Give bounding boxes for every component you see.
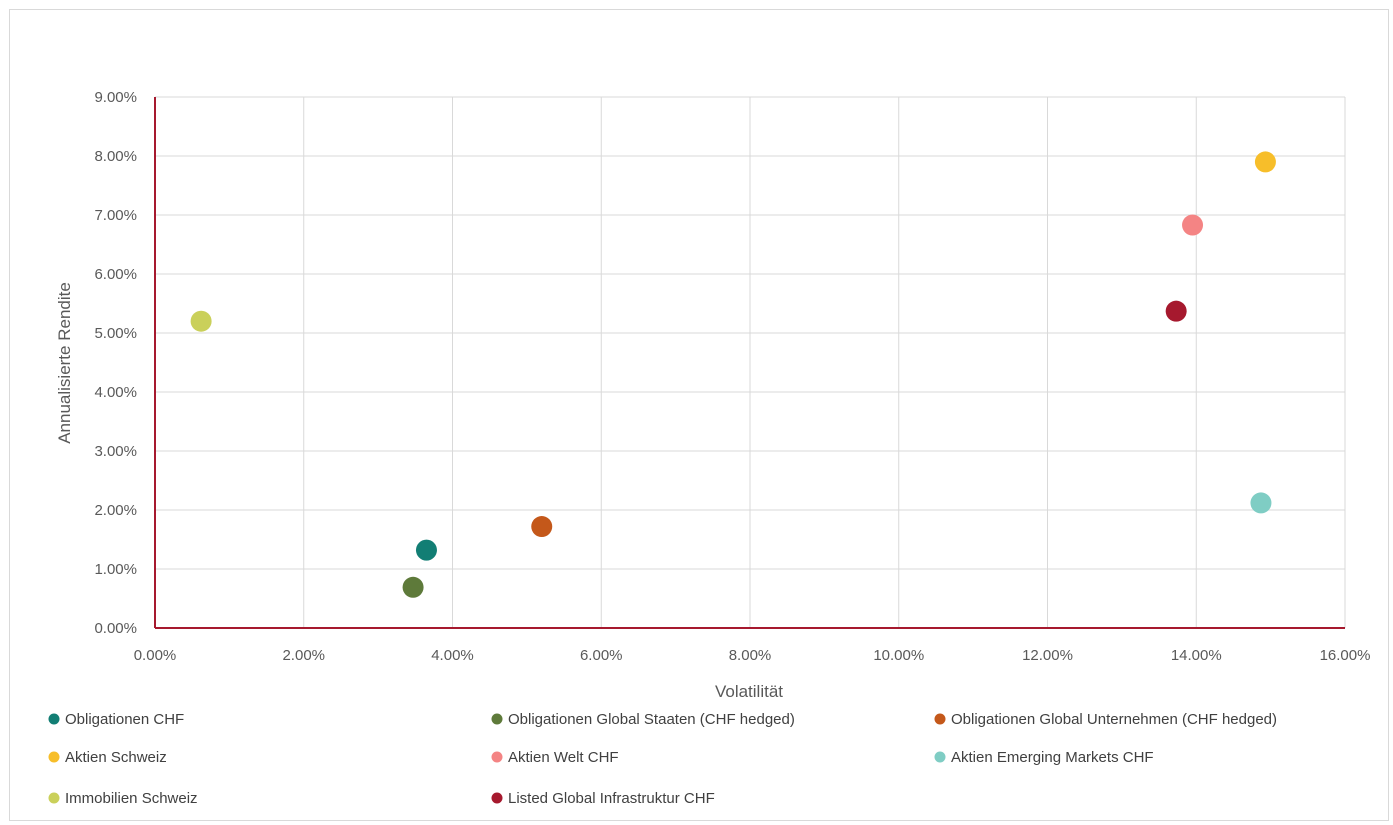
y-tick-label: 8.00% (94, 148, 137, 165)
x-tick-label: 2.00% (282, 647, 325, 664)
x-tick-label: 10.00% (873, 647, 924, 664)
legend-label: Listed Global Infrastruktur CHF (508, 790, 715, 807)
grid (155, 96, 1346, 628)
legend-label: Obligationen Global Staaten (CHF hedged) (508, 711, 795, 728)
x-tick-label: 16.00% (1320, 647, 1371, 664)
legend-marker (491, 792, 503, 804)
legend-label: Aktien Schweiz (65, 749, 167, 766)
data-points (190, 151, 1276, 598)
data-point (402, 576, 424, 598)
data-point (190, 310, 212, 332)
legend-marker (48, 713, 60, 725)
legend-label: Immobilien Schweiz (65, 790, 198, 807)
x-tick-label: 0.00% (134, 647, 177, 664)
tick-labels: 0.00% 2.00% 4.00% 6.00% 8.00% 10.00% 12.00% 14.… (94, 89, 1370, 664)
y-tick-label: 4.00% (94, 384, 137, 401)
legend-marker (491, 713, 503, 725)
legend-marker (491, 751, 503, 763)
x-axis-title: Volatilität (715, 682, 783, 701)
legend-marker (934, 713, 946, 725)
y-axis-title: Annualisierte Rendite (55, 282, 74, 444)
axes (154, 97, 1345, 629)
y-tick-label: 5.00% (94, 325, 137, 342)
x-tick-label: 14.00% (1171, 647, 1222, 664)
x-tick-label: 12.00% (1022, 647, 1073, 664)
x-tick-label: 4.00% (431, 647, 474, 664)
data-point (531, 516, 553, 538)
y-tick-label: 7.00% (94, 207, 137, 224)
data-point (1250, 492, 1272, 514)
chart-frame (9, 9, 1389, 821)
y-tick-label: 1.00% (94, 561, 137, 578)
y-tick-label: 9.00% (94, 89, 137, 106)
legend-label: Obligationen Global Unternehmen (CHF hed… (951, 711, 1277, 728)
y-tick-label: 6.00% (94, 266, 137, 283)
legend-label: Aktien Welt CHF (508, 749, 619, 766)
data-point (1182, 214, 1204, 236)
y-tick-label: 2.00% (94, 502, 137, 519)
y-tick-label: 0.00% (94, 620, 137, 637)
data-point (1165, 300, 1187, 322)
y-tick-label: 3.00% (94, 443, 137, 460)
legend: Obligationen CHF Obligationen Global Staa… (48, 711, 1277, 807)
x-tick-label: 8.00% (729, 647, 772, 664)
legend-label: Obligationen CHF (65, 711, 184, 728)
legend-marker (48, 751, 60, 763)
legend-marker (48, 792, 60, 804)
legend-marker (934, 751, 946, 763)
data-point (415, 539, 437, 561)
data-point (1254, 151, 1276, 173)
legend-label: Aktien Emerging Markets CHF (951, 749, 1154, 766)
x-tick-label: 6.00% (580, 647, 623, 664)
